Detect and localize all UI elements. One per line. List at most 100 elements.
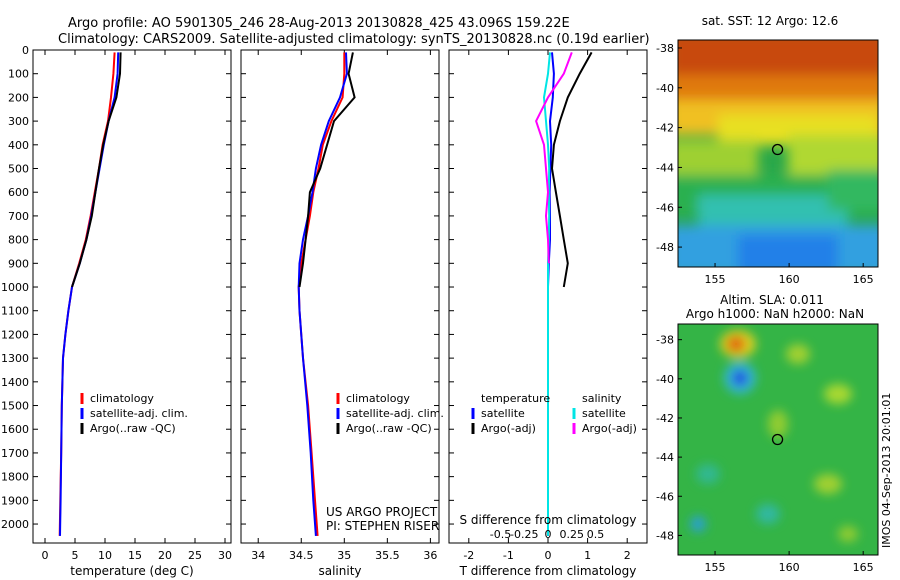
map-y-tick-label: -44 bbox=[656, 161, 674, 174]
sla-map bbox=[678, 324, 878, 555]
map-x-tick-label: 165 bbox=[853, 561, 874, 574]
map-y-tick-label: -48 bbox=[656, 529, 674, 542]
legend-label: satellite-adj. clim. bbox=[90, 407, 188, 420]
x-tick-label: 20 bbox=[158, 549, 172, 562]
sst-map-title: sat. SST: 12 Argo: 12.6 bbox=[702, 14, 839, 28]
legend-label: satellite-adj. clim. bbox=[346, 407, 444, 420]
x-tick-label: 35 bbox=[337, 549, 351, 562]
y-tick-label: 2000 bbox=[1, 518, 29, 531]
temperature-xlabel: temperature (deg C) bbox=[70, 564, 193, 578]
legend-title-temperature: temperature bbox=[481, 392, 550, 405]
y-tick-label: 900 bbox=[8, 257, 29, 270]
top-tick-label: -0.5 bbox=[490, 528, 511, 541]
legend-label: Argo(..raw -QC) bbox=[90, 422, 176, 435]
x-tick-label: 36 bbox=[423, 549, 437, 562]
y-tick-label: 500 bbox=[8, 163, 29, 176]
map-y-tick-label: -38 bbox=[656, 42, 674, 55]
series-line bbox=[542, 52, 551, 536]
legend-title-salinity: salinity bbox=[582, 392, 622, 405]
map-y-tick-label: -42 bbox=[656, 122, 674, 135]
map-x-tick-label: 160 bbox=[779, 273, 800, 286]
series-line bbox=[535, 52, 573, 264]
x-tick-label: 5 bbox=[72, 549, 79, 562]
temperature-plot: 0 5 10 15 20 25 300100200300400500600700800900… bbox=[1, 44, 232, 562]
y-tick-label: 1400 bbox=[1, 376, 29, 389]
y-tick-label: 700 bbox=[8, 210, 29, 223]
x-tick-label: 1 bbox=[584, 549, 591, 562]
map-y-tick-label: -40 bbox=[656, 82, 674, 95]
legend-label: climatology bbox=[90, 392, 154, 405]
y-tick-label: 1300 bbox=[1, 352, 29, 365]
series-line bbox=[298, 52, 356, 288]
difference-xlabel: T difference from climatology bbox=[459, 564, 637, 578]
legend-label: Argo(..raw -QC) bbox=[346, 422, 432, 435]
salinity-xlabel: salinity bbox=[318, 564, 361, 578]
x-tick-label: 25 bbox=[188, 549, 202, 562]
map-y-tick-label: -46 bbox=[656, 490, 674, 503]
sst-map bbox=[678, 40, 878, 267]
y-tick-label: 0 bbox=[22, 44, 29, 57]
legend-label: Argo(-adj) bbox=[481, 422, 536, 435]
argo-location-marker bbox=[771, 143, 784, 156]
x-tick-label: 15 bbox=[128, 549, 142, 562]
credit-line2: PI: STEPHEN RISER bbox=[326, 519, 439, 533]
map-y-tick-label: -42 bbox=[656, 412, 674, 425]
map-x-tick-label: 155 bbox=[705, 273, 726, 286]
y-tick-label: 600 bbox=[8, 186, 29, 199]
difference-top-label: S difference from climatology bbox=[460, 513, 637, 527]
top-tick-label: 0.25 bbox=[560, 528, 585, 541]
map-y-tick-label: -48 bbox=[656, 241, 674, 254]
watermark: IMOS 04-Sep-2013 20:01:01 bbox=[880, 393, 893, 548]
y-tick-label: 1800 bbox=[1, 471, 29, 484]
argo-location-marker bbox=[771, 433, 784, 446]
sst-map-axes: 155 160 165 -38 -40 -42 -44 -46 -48 bbox=[656, 42, 874, 286]
salinity-panel bbox=[240, 49, 440, 544]
top-tick-label: 0 bbox=[545, 528, 552, 541]
map-x-tick-label: 165 bbox=[853, 273, 874, 286]
series-line bbox=[71, 52, 122, 288]
legend-label: satellite bbox=[582, 407, 626, 420]
y-tick-label: 1200 bbox=[1, 328, 29, 341]
x-tick-label: 10 bbox=[98, 549, 112, 562]
map-y-tick-label: -44 bbox=[656, 451, 674, 464]
map-y-tick-label: -40 bbox=[656, 373, 674, 386]
sla-map-title-line1: Altim. SLA: 0.011 bbox=[720, 293, 824, 307]
x-tick-label: 2 bbox=[624, 549, 631, 562]
legend-label: satellite bbox=[481, 407, 525, 420]
y-tick-label: 1000 bbox=[1, 281, 29, 294]
y-tick-label: 300 bbox=[8, 115, 29, 128]
y-tick-label: 1500 bbox=[1, 400, 29, 413]
temperature-panel bbox=[32, 49, 232, 544]
map-x-tick-label: 155 bbox=[705, 561, 726, 574]
legend-label: climatology bbox=[346, 392, 410, 405]
map-y-tick-label: -46 bbox=[656, 201, 674, 214]
y-tick-label: 800 bbox=[8, 234, 29, 247]
y-tick-label: 1900 bbox=[1, 494, 29, 507]
sst-map-frame bbox=[677, 39, 879, 268]
x-tick-label: 30 bbox=[218, 549, 232, 562]
header-line1: Argo profile: AO 5901305_246 28-Aug-2013… bbox=[68, 16, 570, 31]
x-tick-label: 34.5 bbox=[289, 549, 314, 562]
y-tick-label: 1600 bbox=[1, 423, 29, 436]
series-line bbox=[550, 51, 593, 288]
y-tick-label: 1700 bbox=[1, 447, 29, 460]
y-tick-label: 400 bbox=[8, 139, 29, 152]
salinity-plot: 34 34.5 35 35.5 36 climatology satellite-adj. … bbox=[241, 49, 444, 562]
x-tick-label: -2 bbox=[463, 549, 474, 562]
map-y-tick-label: -38 bbox=[656, 334, 674, 347]
credit-line1: US ARGO PROJECT bbox=[326, 505, 438, 519]
sla-map-title-line2: Argo h1000: NaN h2000: NaN bbox=[686, 307, 864, 321]
top-tick-label: -0.25 bbox=[510, 528, 538, 541]
x-tick-label: -1 bbox=[503, 549, 514, 562]
y-tick-label: 100 bbox=[8, 68, 29, 81]
top-tick-label: 0.5 bbox=[587, 528, 605, 541]
x-tick-label: 0 bbox=[545, 549, 552, 562]
series-line bbox=[297, 52, 348, 536]
x-tick-label: 35.5 bbox=[375, 549, 400, 562]
sla-map-frame bbox=[677, 323, 879, 556]
legend-label: Argo(-adj) bbox=[582, 422, 637, 435]
sla-map-axes: 155 160 165 -38 -40 -42 -44 -46 -48 bbox=[656, 334, 874, 574]
y-tick-label: 200 bbox=[8, 91, 29, 104]
y-tick-label: 1100 bbox=[1, 305, 29, 318]
